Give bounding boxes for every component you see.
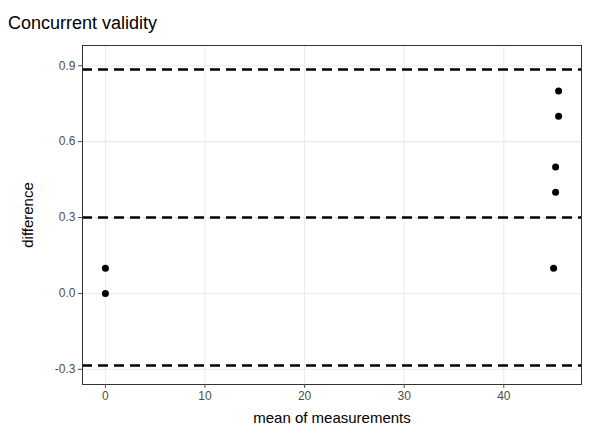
svg-text:difference: difference [19,182,36,248]
svg-text:20: 20 [298,389,312,403]
svg-text:40: 40 [497,389,511,403]
svg-text:30: 30 [398,389,412,403]
svg-text:0.3: 0.3 [59,210,76,224]
svg-text:10: 10 [198,389,212,403]
svg-text:-0.3: -0.3 [55,362,76,376]
svg-text:mean of measurements: mean of measurements [253,409,411,426]
html-text:Concurrent validity: Concurrent validity [8,13,158,33]
svg-text:0.6: 0.6 [59,134,76,148]
svg-text:0.0: 0.0 [59,286,76,300]
svg-text:0: 0 [102,389,109,403]
svg-text:0.9: 0.9 [59,59,76,73]
